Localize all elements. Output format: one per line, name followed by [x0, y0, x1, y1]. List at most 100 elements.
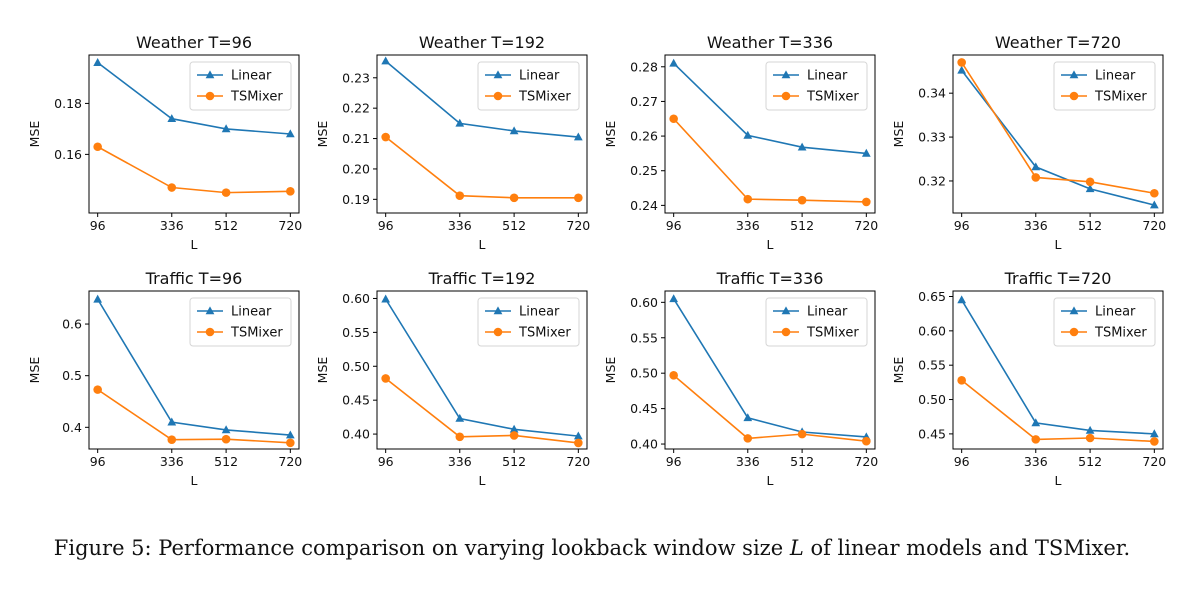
- x-tick-label: 512: [502, 218, 526, 233]
- data-point-tsmixer: [862, 436, 871, 446]
- legend-marker-circle: [1069, 91, 1079, 101]
- data-point-linear: [455, 413, 465, 422]
- series-line-tsmixer: [385, 136, 579, 199]
- data-point-linear: [509, 424, 519, 433]
- y-tick-label: 0.23: [342, 70, 370, 85]
- y-axis-label: MSE: [27, 357, 42, 384]
- series-line-tsmixer: [385, 377, 579, 444]
- x-tick-label: 720: [1142, 218, 1166, 233]
- x-tick-label: 336: [736, 454, 760, 469]
- chart-title: Weather T=96: [136, 33, 252, 52]
- legend-label: TSMixer: [518, 90, 571, 105]
- data-point-tsmixer: [381, 374, 390, 383]
- x-tick-label: 512: [790, 218, 814, 233]
- series-line-linear: [672, 298, 867, 438]
- chart-title: Traffic T=336: [716, 269, 824, 288]
- data-point-tsmixer: [743, 434, 753, 443]
- legend: Linear TSMixer: [477, 297, 580, 347]
- legend-label: Linear: [1095, 305, 1136, 320]
- legend-label: TSMixer: [806, 90, 859, 105]
- legend: Linear TSMixer: [477, 61, 580, 111]
- y-tick-label: 0.27: [630, 94, 658, 109]
- data-point-linear: [573, 132, 583, 141]
- y-axis-label: MSE: [27, 121, 42, 148]
- legend-marker-circle: [781, 327, 791, 337]
- caption-suffix: of linear models and TSMixer.: [803, 536, 1131, 560]
- legend-label: Linear: [231, 69, 272, 84]
- data-point-linear: [1149, 429, 1159, 438]
- legend-marker-triangle: [493, 306, 503, 315]
- data-point-tsmixer: [1031, 435, 1041, 444]
- data-point-linear: [455, 118, 465, 127]
- legend-marker-circle: [1069, 327, 1079, 337]
- data-point-linear: [669, 58, 679, 67]
- legend: Linear TSMixer: [1053, 297, 1156, 347]
- plot-frame: [952, 54, 1164, 214]
- data-point-tsmixer: [743, 194, 753, 204]
- data-point-linear: [1149, 200, 1159, 209]
- chart-panel: Weather T=96 96 336 512 720 L 0.16 0.18 MSE Linea…: [27, 33, 302, 252]
- data-point-linear: [167, 417, 177, 426]
- data-point-linear: [743, 413, 753, 422]
- x-tick-label: 512: [502, 454, 526, 469]
- legend-marker-triangle: [493, 70, 503, 79]
- x-tick-label: 96: [666, 454, 682, 469]
- plot-frame: [664, 290, 876, 450]
- figure-grid: Weather T=96 96 336 512 720 L 0.16 0.18 MSE Linea…: [27, 33, 1166, 488]
- data-point-tsmixer: [574, 193, 583, 203]
- y-tick-label: 0.22: [342, 101, 370, 116]
- data-point-linear: [1085, 425, 1095, 434]
- x-tick-label: 720: [566, 454, 590, 469]
- y-tick-label: 0.33: [918, 130, 946, 145]
- data-point-linear: [573, 431, 583, 440]
- series-line-tsmixer: [97, 388, 291, 444]
- legend: Linear TSMixer: [189, 61, 292, 111]
- figure-caption: Figure 5: Performance comparison on vary…: [0, 536, 1184, 560]
- legend-box: [765, 297, 868, 347]
- plot-frame: [664, 54, 876, 214]
- data-point-tsmixer: [509, 193, 519, 203]
- x-tick-label: 720: [278, 454, 302, 469]
- y-tick-label: 0.26: [630, 129, 658, 144]
- legend-marker-circle: [493, 327, 503, 337]
- y-axis-label: MSE: [891, 121, 906, 148]
- y-tick-label: 0.40: [342, 427, 370, 442]
- data-point-linear: [1031, 162, 1041, 171]
- legend-label: TSMixer: [230, 326, 283, 341]
- series-line-tsmixer: [960, 62, 1155, 195]
- legend-label: TSMixer: [518, 326, 571, 341]
- y-tick-label: 0.55: [342, 325, 370, 340]
- series-line-linear: [96, 298, 291, 436]
- y-tick-label: 0.55: [630, 330, 658, 345]
- x-axis-label: L: [479, 237, 486, 252]
- data-point-linear: [221, 425, 231, 434]
- y-tick-label: 0.60: [918, 323, 946, 338]
- data-point-linear: [957, 65, 967, 74]
- data-point-tsmixer: [1150, 188, 1159, 198]
- legend-box: [1053, 297, 1156, 347]
- legend-box: [477, 297, 580, 347]
- series-line-tsmixer: [97, 146, 291, 194]
- data-point-linear: [285, 129, 295, 138]
- series-line-linear: [384, 298, 579, 437]
- x-tick-label: 96: [90, 218, 106, 233]
- data-point-tsmixer: [221, 188, 231, 197]
- data-point-tsmixer: [455, 191, 465, 200]
- legend-label: Linear: [231, 305, 272, 320]
- y-tick-label: 0.28: [630, 59, 658, 74]
- x-tick-label: 336: [1024, 454, 1048, 469]
- y-tick-label: 0.50: [342, 359, 370, 374]
- data-point-tsmixer: [1150, 437, 1159, 446]
- data-point-linear: [1085, 184, 1095, 193]
- legend-label: TSMixer: [1094, 326, 1147, 341]
- series-line-tsmixer: [673, 374, 867, 443]
- data-point-linear: [669, 294, 679, 303]
- plot-frame: [376, 290, 588, 450]
- data-point-tsmixer: [1031, 173, 1041, 182]
- y-tick-label: 0.65: [918, 289, 946, 304]
- y-tick-label: 0.4: [62, 420, 82, 435]
- data-point-tsmixer: [93, 385, 102, 394]
- x-tick-label: 336: [448, 454, 472, 469]
- y-tick-label: 0.34: [918, 86, 946, 101]
- chart-title: Traffic T=192: [428, 269, 536, 288]
